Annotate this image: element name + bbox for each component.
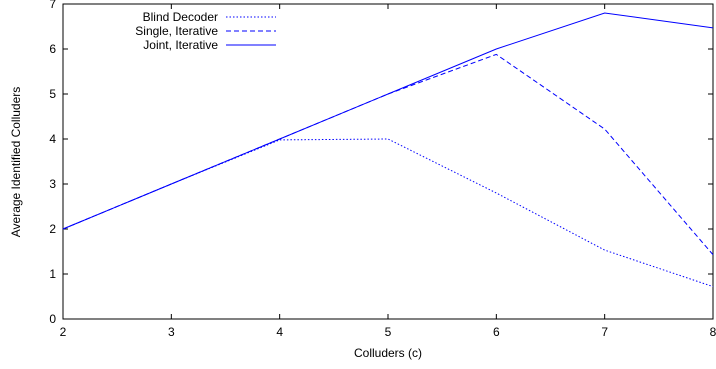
legend-label: Joint, Iterative	[143, 38, 218, 52]
x-tick-label: 2	[60, 325, 67, 339]
y-tick-label: 3	[49, 177, 56, 191]
x-axis-title: Colluders (c)	[354, 346, 422, 360]
series-line-2	[62, 53, 714, 256]
series-line-1	[62, 138, 714, 288]
legend-label: Single, Iterative	[135, 24, 218, 38]
y-tick-label: 5	[49, 87, 56, 101]
y-tick-label: 0	[49, 312, 56, 326]
x-axis: 2 3 4 5 6 7 8	[60, 4, 716, 339]
y-axis-title: Average Identified Colluders	[9, 87, 23, 238]
series-line-3	[62, 12, 714, 230]
y-tick-label: 1	[49, 267, 56, 281]
x-tick-label: 3	[168, 325, 175, 339]
x-tick-label: 7	[601, 325, 608, 339]
x-tick-label: 8	[710, 325, 716, 339]
x-tick-label: 5	[385, 325, 392, 339]
y-tick-label: 6	[49, 42, 56, 56]
series-layer	[62, 12, 714, 288]
x-tick-label: 6	[493, 325, 500, 339]
y-tick-label: 4	[49, 132, 56, 146]
legend-label: Blind Decoder	[143, 10, 218, 24]
y-axis: 0 1 2 3 4 5 6 7	[49, 0, 713, 326]
x-tick-label: 4	[276, 325, 283, 339]
y-tick-label: 7	[49, 0, 56, 11]
y-tick-label: 2	[49, 222, 56, 236]
